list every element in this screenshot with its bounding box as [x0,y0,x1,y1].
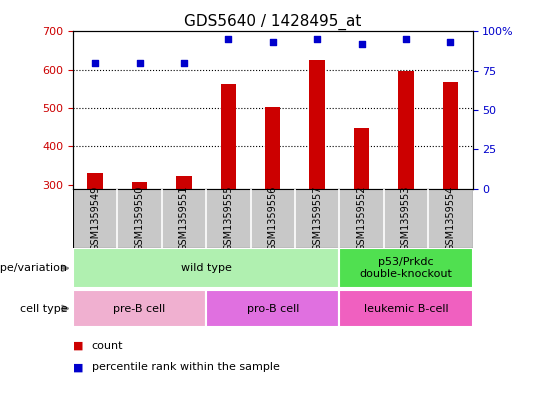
Bar [73,290,206,327]
Bar [339,290,472,327]
Text: GSM1359550: GSM1359550 [134,185,145,251]
Point [135,60,144,66]
Bar [176,176,192,189]
Point [91,60,99,66]
Text: leukemic B-cell: leukemic B-cell [363,303,448,314]
Text: GSM1359555: GSM1359555 [224,185,233,251]
Bar [354,129,369,189]
Text: GSM1359551: GSM1359551 [179,185,189,251]
Bar [220,84,236,189]
Bar [443,82,458,189]
Text: cell type: cell type [20,303,68,314]
Bar [398,71,414,189]
Point [268,39,277,46]
Point [224,36,233,42]
Text: GSM1359553: GSM1359553 [401,185,411,251]
Point [313,36,321,42]
Text: pre-B cell: pre-B cell [113,303,166,314]
Text: GSM1359557: GSM1359557 [312,185,322,251]
Bar [206,290,339,327]
Text: genotype/variation: genotype/variation [0,263,68,273]
Text: ■: ■ [73,362,87,373]
Text: ■: ■ [73,341,87,351]
Point [180,60,188,66]
Bar [309,60,325,189]
Text: p53/Prkdc
double-knockout: p53/Prkdc double-knockout [360,257,453,279]
Text: pro-B cell: pro-B cell [247,303,299,314]
Bar [73,248,339,288]
Text: GSM1359552: GSM1359552 [356,185,367,251]
Text: wild type: wild type [181,263,232,273]
Point [402,36,410,42]
Text: GSM1359556: GSM1359556 [268,185,278,251]
Bar [265,107,280,189]
Text: count: count [92,341,123,351]
Point [357,41,366,47]
Bar [132,182,147,189]
Point [446,39,455,46]
Text: GSM1359554: GSM1359554 [446,185,455,251]
Bar [339,248,472,288]
Title: GDS5640 / 1428495_at: GDS5640 / 1428495_at [184,14,361,30]
Bar [87,173,103,189]
Text: GSM1359549: GSM1359549 [90,185,100,251]
Text: percentile rank within the sample: percentile rank within the sample [92,362,280,373]
